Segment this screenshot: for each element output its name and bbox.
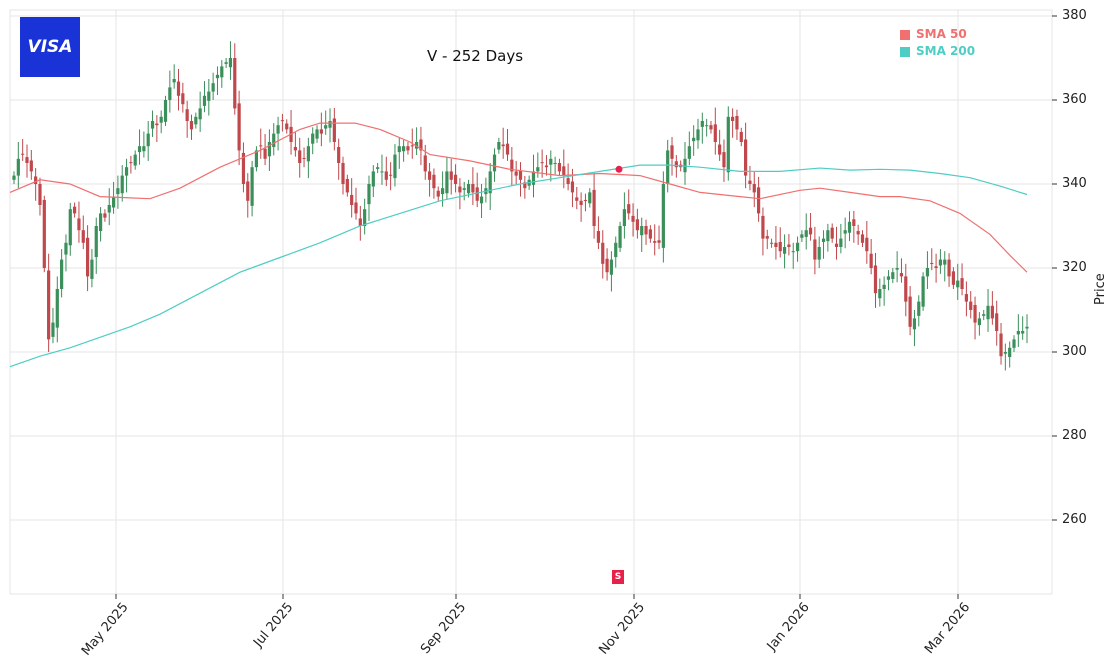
legend-label: SMA 50 [916,27,967,41]
y-tick: 360 [1062,92,1087,107]
y-tick: 300 [1062,344,1087,359]
chart-title: V - 252 Days [427,47,524,65]
y-tick: 380 [1062,8,1087,23]
y-tick: 260 [1062,512,1087,527]
sell-signal-marker: S [612,570,624,584]
y-tick: 320 [1062,260,1087,275]
y-axis-label: Price [1093,273,1108,305]
y-tick: 340 [1062,176,1087,191]
sma200-swatch-icon [900,46,910,57]
sma50-swatch-icon [900,29,910,40]
visa-logo: VISA [20,17,80,77]
legend-sma50: SMA 50 [900,26,975,43]
legend: SMA 50 SMA 200 [900,26,975,60]
y-tick: 280 [1062,428,1087,443]
legend-label: SMA 200 [916,44,976,58]
legend-sma200: SMA 200 [900,43,975,60]
